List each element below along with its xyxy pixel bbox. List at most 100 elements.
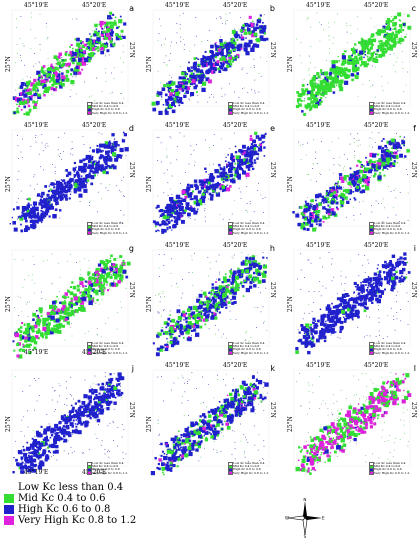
lon-label-left-a: 45°19'E [24, 2, 49, 9]
lat-label-left-l: 25°N [287, 416, 294, 432]
panel-label-j: j [131, 364, 134, 373]
panel-legend-swatch [87, 461, 92, 466]
panel-legend-row: Very High Kc 0.8 to 1.2 [87, 470, 128, 476]
panel-legend-row: Low Kc less than 0.4 [228, 101, 268, 106]
panel-legend-row: High Kc 0.6 to 0.8 [87, 348, 127, 352]
panel-legend-swatch [87, 344, 92, 349]
map-panel-b: 45°19'E 45°20'E 25°N 25°N b Low Kc less than … [145, 2, 277, 120]
lat-label-left-d: 25°N [5, 176, 12, 192]
panel-legend-swatch [228, 341, 233, 346]
lat-label-right-i: 25°N [410, 282, 417, 298]
legend-item-high: High Kc 0.6 to 0.8 [4, 504, 136, 515]
panel-legend-text: High Kc 0.6 to 0.8 [374, 467, 402, 472]
panel-legend-swatch [87, 341, 92, 346]
lat-label-left-i: 25°N [287, 296, 294, 312]
lat-label-left-c: 25°N [287, 56, 294, 72]
panel-legend-swatch [228, 344, 233, 349]
panel-legend-swatch [87, 231, 92, 236]
panel-legend-swatch [87, 221, 92, 226]
panel-legend-swatch [87, 351, 92, 356]
lon-label-left-h: 45°19'E [165, 242, 190, 249]
panel-label-g: g [128, 244, 134, 253]
panel-legend-text: High Kc 0.6 to 0.8 [233, 467, 261, 472]
panel-legend-row: Very High Kc 0.8 to 1.2 [87, 111, 127, 116]
panel-legend-swatch [228, 468, 233, 472]
map-panel-h: 45°19'E 45°20'E 25°N 25°N h Low Kc less than … [145, 242, 277, 360]
panel-legend-text: Mid Kc 0.4 to 0.6 [374, 344, 401, 349]
panel-legend-swatch [228, 348, 233, 352]
panel-legend-swatch [228, 224, 233, 229]
panel-legend-row: Mid Kc 0.4 to 0.6 [369, 224, 409, 229]
legend-swatch-very-high [4, 516, 14, 525]
lat-label-right-g: 25°N [128, 282, 135, 298]
panel-legend-text: Mid Kc 0.4 to 0.6 [233, 104, 260, 109]
panel-legend-text: Very High Kc 0.8 to 1.2 [92, 470, 128, 475]
panel-legend-swatch [87, 108, 92, 112]
map-panel-a: 45°19'E 45°20'E 25°N 25°N a Low Kc less than … [4, 2, 136, 120]
panel-legend-row: Low Kc less than 0.4 [87, 461, 127, 466]
lon-label-right-l: 45°20'E [364, 362, 389, 369]
panel-legend-swatch [369, 348, 374, 352]
panel-legend-row: Very High Kc 0.8 to 1.2 [369, 471, 409, 476]
panel-legend-row: Very High Kc 0.8 to 1.2 [228, 351, 268, 356]
panel-legend-swatch [369, 468, 374, 472]
panel-legend-row: Very High Kc 0.8 to 1.2 [369, 351, 409, 356]
panel-legend-text: Mid Kc 0.4 to 0.6 [233, 344, 260, 349]
lat-label-right-l: 25°N [410, 402, 417, 418]
panel-legend-swatch [369, 471, 374, 476]
panel-legend-text: Mid Kc 0.4 to 0.6 [233, 224, 260, 229]
panel-legend-row: High Kc 0.6 to 0.8 [228, 348, 268, 352]
panel-legend-swatch [369, 111, 374, 116]
lat-label-left-e: 25°N [146, 176, 153, 192]
panel-legend-h: Low Kc less than 0.4 Mid Kc 0.4 to 0.6 Hig… [228, 341, 268, 356]
map-raster-a [11, 9, 129, 116]
map-panel-g: 45°19'E 45°20'E 25°N 25°N g Low Kc less than … [4, 242, 136, 360]
panel-legend-row: High Kc 0.6 to 0.8 [87, 468, 127, 472]
panel-legend-e: Low Kc less than 0.4 Mid Kc 0.4 to 0.6 Hig… [228, 221, 269, 236]
panel-legend-text: High Kc 0.6 to 0.8 [374, 107, 402, 112]
panel-legend-swatch [369, 224, 374, 229]
panel-legend-text: Mid Kc 0.4 to 0.6 [92, 224, 119, 229]
panel-legend-row: Low Kc less than 0.4 [369, 221, 409, 226]
panel-label-e: e [270, 124, 275, 133]
panel-legend-swatch [228, 111, 233, 116]
legend-swatch-low [4, 483, 14, 492]
panel-legend-swatch [369, 228, 374, 232]
map-panel-k: 45°19'E 45°20'E 25°N 25°N k Low Kc less than … [145, 362, 277, 480]
lat-label-right-c: 25°N [410, 42, 417, 58]
panel-legend-swatch [369, 341, 374, 346]
panel-legend-text: Low Kc less than 0.4 [92, 461, 124, 465]
panel-legend-swatch [228, 104, 233, 109]
panel-legend-row: High Kc 0.6 to 0.8 [87, 107, 127, 112]
lon-label-right-b: 45°20'E [223, 2, 248, 9]
panel-legend-text: Low Kc less than 0.4 [92, 221, 124, 225]
panel-legend-row: Mid Kc 0.4 to 0.6 [369, 104, 409, 109]
panel-legend-swatch [228, 471, 233, 476]
lat-label-left-j: 25°N [5, 416, 12, 432]
panel-legend-row: High Kc 0.6 to 0.8 [369, 467, 409, 472]
panel-legend-l: Low Kc less than 0.4 Mid Kc 0.4 to 0.6 Hig… [369, 461, 409, 476]
panel-label-f: f [413, 124, 416, 133]
panel-legend-text: Low Kc less than 0.4 [92, 341, 124, 345]
lon-label-left-d: 45°19'E [24, 122, 49, 129]
lon-label-right-a: 45°20'E [82, 2, 107, 9]
panel-legend-row: Low Kc less than 0.4 [369, 101, 409, 106]
panel-label-k: k [270, 364, 275, 373]
lon-label-right-j: 45°20'E [82, 469, 107, 476]
panel-legend-row: Very High Kc 0.8 to 1.2 [87, 231, 127, 236]
lat-label-left-g: 25°N [5, 296, 12, 312]
lat-label-left-h: 25°N [146, 296, 153, 312]
panel-legend-text: Very High Kc 0.8 to 1.2 [233, 230, 269, 235]
panel-legend-text: High Kc 0.6 to 0.8 [92, 227, 120, 232]
panel-legend-text: Very High Kc 0.8 to 1.2 [233, 470, 269, 475]
panel-legend-text: Low Kc less than 0.4 [374, 101, 406, 105]
legend-label-low: Low Kc less than 0.4 [18, 482, 124, 493]
lat-label-right-k: 25°N [269, 402, 276, 418]
panel-legend-row: Very High Kc 0.8 to 1.2 [228, 230, 269, 236]
lon-label-right-d: 45°20'E [82, 122, 107, 129]
panel-legend-text: High Kc 0.6 to 0.8 [374, 347, 402, 352]
panel-legend-text: High Kc 0.6 to 0.8 [92, 107, 120, 112]
compass-w: W [285, 516, 289, 521]
panel-legend-text: Mid Kc 0.4 to 0.6 [374, 104, 401, 109]
panel-legend-row: High Kc 0.6 to 0.8 [228, 228, 268, 232]
